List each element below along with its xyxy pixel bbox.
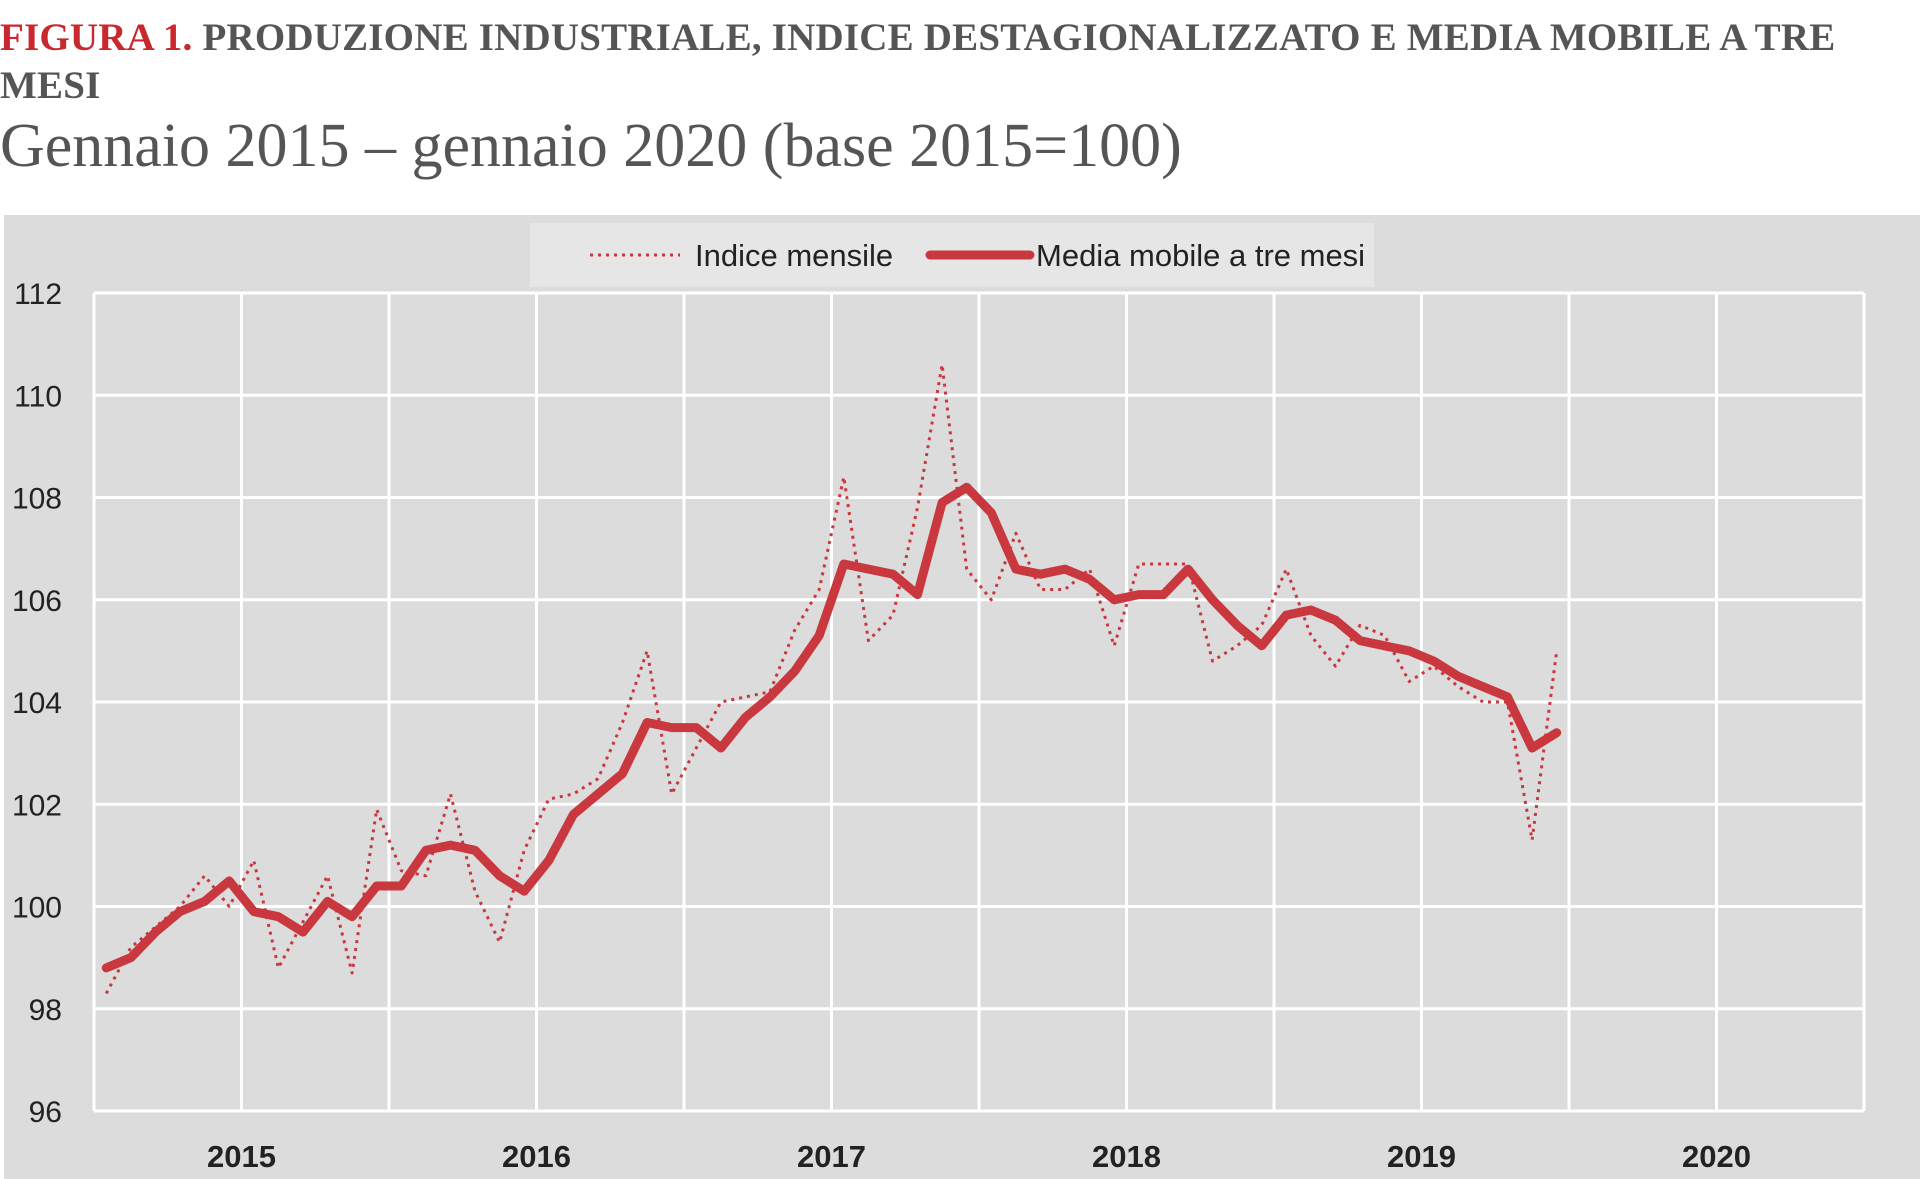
y-tick-label: 102 bbox=[12, 789, 62, 822]
figure-title-text: PRODUZIONE INDUSTRIALE, INDICE DESTAGION… bbox=[0, 16, 1836, 107]
series-line-indice-mensile bbox=[104, 363, 1559, 995]
x-tick-label: 2015 bbox=[207, 1139, 276, 1174]
y-axis: 96 98 100 102 104 106 108 110 112 bbox=[12, 278, 62, 1129]
x-axis: 2015 2016 2017 2018 2019 2020 bbox=[207, 1139, 1751, 1174]
legend: Indice mensile Media mobile a tre mesi bbox=[530, 223, 1374, 287]
legend-label-media-mobile: Media mobile a tre mesi bbox=[1036, 238, 1365, 273]
x-tick-label: 2018 bbox=[1092, 1139, 1161, 1174]
y-tick-label: 98 bbox=[29, 994, 62, 1027]
y-tick-label: 112 bbox=[14, 278, 62, 311]
x-tick-label: 2017 bbox=[797, 1139, 866, 1174]
y-tick-label: 106 bbox=[12, 585, 62, 618]
figure-label: FIGURA 1. bbox=[0, 16, 193, 59]
y-tick-label: 108 bbox=[12, 483, 62, 516]
legend-label-indice-mensile: Indice mensile bbox=[695, 238, 893, 273]
x-tick-label: 2020 bbox=[1682, 1139, 1751, 1174]
figure-header: FIGURA 1. PRODUZIONE INDUSTRIALE, INDICE… bbox=[0, 14, 1924, 182]
grid bbox=[92, 291, 1866, 1113]
x-tick-label: 2019 bbox=[1387, 1139, 1456, 1174]
y-tick-label: 100 bbox=[12, 892, 62, 925]
series-layer bbox=[101, 363, 1562, 995]
y-tick-label: 110 bbox=[14, 380, 62, 413]
x-tick-label: 2016 bbox=[502, 1139, 571, 1174]
figure-subtitle: Gennaio 2015 – gennaio 2020 (base 2015=1… bbox=[0, 112, 1182, 180]
y-tick-label: 96 bbox=[29, 1096, 62, 1129]
y-tick-label: 104 bbox=[12, 687, 62, 720]
figure-title: FIGURA 1. PRODUZIONE INDUSTRIALE, INDICE… bbox=[0, 14, 1924, 110]
series-line-media-mobile bbox=[101, 482, 1562, 973]
